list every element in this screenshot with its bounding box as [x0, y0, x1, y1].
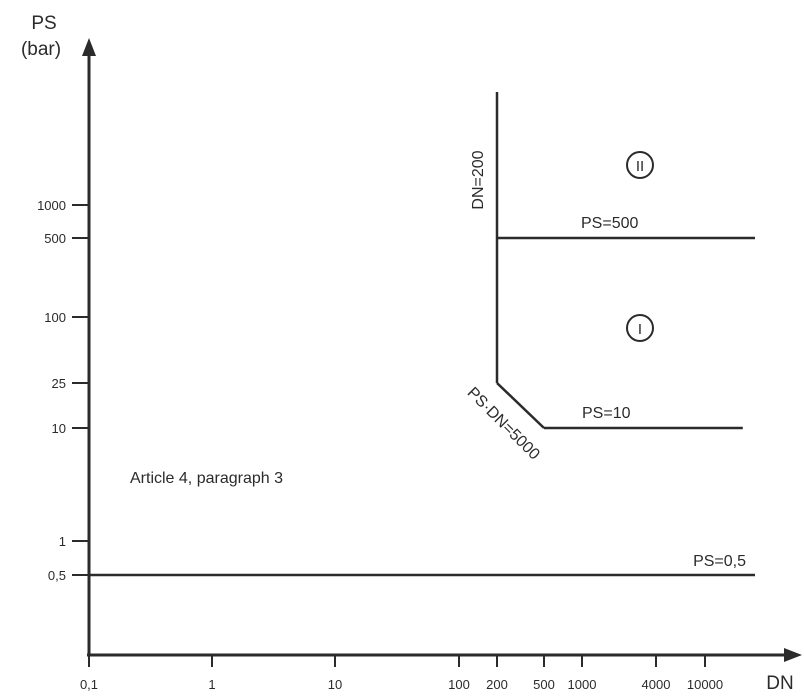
x-tick-label: 100 — [448, 677, 470, 692]
label-ps-0-5: PS=0,5 — [693, 553, 746, 570]
y-tick-label: 1 — [59, 534, 66, 549]
y-tick-label: 25 — [52, 376, 66, 391]
label-dn-200: DN=200 — [470, 150, 487, 209]
ticks: 0,5 1 10 25 100 500 1000 0,1 1 10 100 200 500 1000 400… — [37, 198, 723, 692]
x-tick-label: 10 — [328, 677, 342, 692]
y-tick-label: 10 — [52, 421, 66, 436]
x-tick-label: 1000 — [568, 677, 597, 692]
y-tick-label: 0,5 — [48, 568, 66, 583]
y-tick-label: 1000 — [37, 198, 66, 213]
x-tick-label: 4000 — [642, 677, 671, 692]
region-ii-label: II — [636, 158, 644, 175]
y-tick-label: 500 — [44, 231, 66, 246]
label-ps-10: PS=10 — [582, 405, 631, 422]
x-tick-label: 1 — [208, 677, 215, 692]
article-annotation: Article 4, paragraph 3 — [130, 470, 283, 487]
region-ii-marker: II — [626, 151, 654, 179]
region-i-label: I — [638, 321, 642, 338]
limit-lines — [89, 92, 755, 577]
axes — [82, 38, 802, 662]
x-tick-label: 0,1 — [80, 677, 98, 692]
x-tick-label: 10000 — [687, 677, 723, 692]
x-tick-label: 200 — [486, 677, 508, 692]
y-axis-unit: (bar) — [21, 39, 61, 60]
limit-line-ps-dn-5000 — [496, 382, 545, 429]
region-i-marker: I — [626, 314, 654, 342]
y-axis-title: PS — [31, 13, 56, 34]
y-axis-arrow — [82, 38, 96, 56]
x-axis-arrow — [784, 648, 802, 662]
y-tick-label: 100 — [44, 310, 66, 325]
x-axis-title: DN — [766, 673, 793, 694]
x-tick-label: 500 — [533, 677, 555, 692]
label-ps-500: PS=500 — [581, 215, 638, 232]
label-ps-dn-5000: PS·DN=5000 — [464, 384, 543, 463]
